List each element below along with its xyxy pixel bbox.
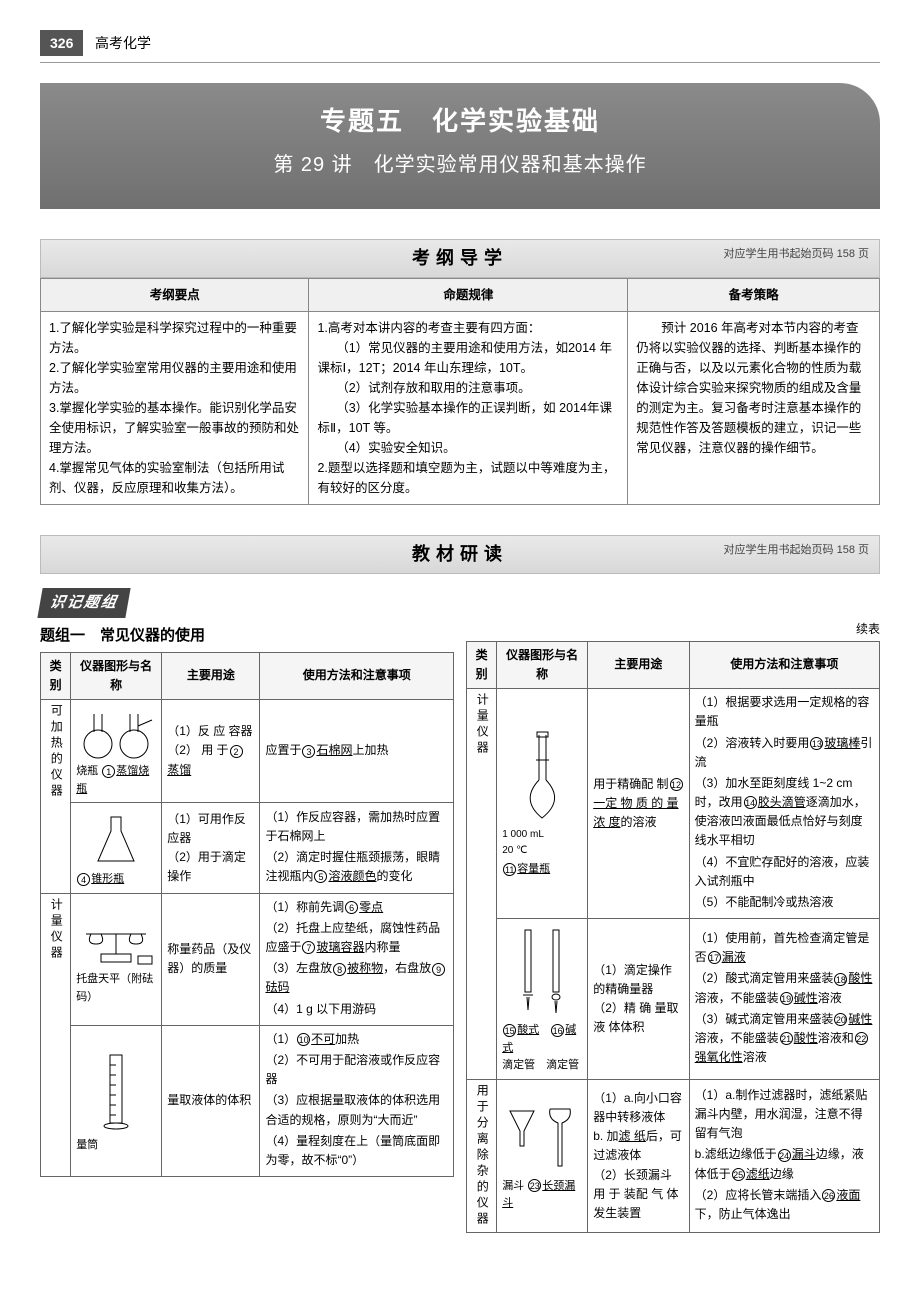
erlenmeyer-cell: 4锥形瓶 [71,803,162,894]
balance-cell: 托盘天平（附砝码） [71,893,162,1025]
outline-cell-1: 1.了解化学实验是科学探究过程中的一种重要方法。 2.了解化学实验室常用仪器的主… [41,311,309,504]
cylinder-notes: （1）10不可加热 （2）不可用于配溶液或作反应容器 （3）应根据量取液体的体积… [260,1025,454,1176]
volumetric-notes: （1）根据要求选用一定规格的容量瓶 （2）溶液转入时要用13玻璃棒引流 （3）加… [689,689,879,919]
outline-cell-3: 预计 2016 年高考对本节内容的考查仍将以实验仪器的选择、判断基本操作的正确与… [628,311,880,504]
cat-measure-l: 计量仪器 [41,893,71,1176]
instrument-table-left: 类别 仪器图形与名称 主要用途 使用方法和注意事项 可加热的仪器 烧瓶 1蒸馏烧… [40,652,454,1178]
page-header: 326 高考化学 [40,0,880,63]
topic-title: 专题五 化学实验基础 [40,101,880,143]
lecture-title: 第 29 讲 化学实验常用仪器和基本操作 [40,149,880,181]
page-number: 326 [40,30,83,56]
burette-cell: 15酸式 16碱式 滴定管 滴定管 [497,919,588,1080]
th-name-r: 仪器图形与名称 [497,641,588,688]
outline-section-bar: 考纲导学 对应学生用书起始页码 158 页 [40,239,880,278]
outline-bar-text: 考纲导学 [412,248,508,268]
outline-th-1: 考纲要点 [41,278,309,311]
burette-notes: （1）使用前，首先检查滴定管是否17漏液 （2）酸式滴定管用来盛装18酸性溶液，… [689,919,879,1080]
th-cat-r: 类别 [467,641,497,688]
burette-use: （1）滴定操作的精确量器 （2）精 确 量取 液 体体积 [588,919,689,1080]
outline-th-3: 备考策略 [628,278,880,311]
volumetric-use: 用于精确配 制12一定 物 质 的 量 浓 度的溶液 [588,689,689,919]
outline-page-note: 对应学生用书起始页码 158 页 [724,246,869,264]
outline-th-2: 命题规律 [309,278,628,311]
funnel-cell: 漏斗 23长颈漏斗 [497,1079,588,1232]
erlenmeyer-use: （1）可用作反应器 （2）用于滴定操作 [162,803,260,894]
th-use-r: 主要用途 [588,641,689,688]
funnel-use: （1）a.向小口容器中转移液体 b. 加滤 纸后，可过滤液体 （2）长颈漏斗 用… [588,1079,689,1232]
th-notes: 使用方法和注意事项 [260,652,454,699]
flask-use: （1）反 应 容器 （2） 用 于2蒸馏 [162,699,260,802]
right-column: 续表 类别 仪器图形与名称 主要用途 使用方法和注意事项 计量仪器 [466,620,880,1233]
outline-cell-2: 1.高考对本讲内容的考查主要有四方面： （1）常见仪器的主要用途和使用方法，如2… [309,311,628,504]
volumetric-cell: 1 000 mL 20 ℃ 11容量瓶 [497,689,588,919]
th-notes-r: 使用方法和注意事项 [689,641,879,688]
funnel-notes: （1）a.制作过滤器时，滤纸紧贴漏斗内壁，用水润湿，注意不得留有气泡 b.滤纸边… [689,1079,879,1232]
erlenmeyer-icon [86,809,146,869]
balance-notes: （1）称前先调6零点 （2）托盘上应垫纸，腐蚀性药品应盛于7玻璃容器内称量 （3… [260,893,454,1025]
flask-cell: 烧瓶 1蒸馏烧瓶 [71,699,162,802]
study-section-bar: 教材研读 对应学生用书起始页码 158 页 [40,535,880,574]
th-use: 主要用途 [162,652,260,699]
cylinder-icon [96,1050,136,1135]
cat-heatable: 可加热的仪器 [41,699,71,893]
instrument-table-right: 类别 仪器图形与名称 主要用途 使用方法和注意事项 计量仪器 1 000 mL … [466,641,880,1233]
cylinder-cell: 量筒 [71,1025,162,1176]
group-title: 题组一 常见仪器的使用 [40,624,454,648]
volumetric-flask-icon [515,730,570,825]
round-flask-icon [76,706,156,761]
outline-table: 考纲要点 命题规律 备考策略 1.了解化学实验是科学探究过程中的一种重要方法。 … [40,278,880,505]
study-page-note: 对应学生用书起始页码 158 页 [724,542,869,560]
erlenmeyer-notes: （1）作反应容器，需加热时应置于石棉网上 （2）滴定时握住瓶颈振荡，眼睛注视瓶内… [260,803,454,894]
cat-measure-r: 计量仪器 [467,689,497,1080]
th-name: 仪器图形与名称 [71,652,162,699]
memo-tag: 识记题组 [37,588,130,618]
cat-separation: 用于分离除杂的仪器 [467,1079,497,1232]
balance-use: 称量药品（及仪器）的质量 [162,893,260,1025]
study-bar-text: 教材研读 [412,544,508,564]
cylinder-use: 量取液体的体积 [162,1025,260,1176]
balance-icon [76,914,156,969]
page-subject: 高考化学 [95,35,151,51]
funnel-icon [502,1101,582,1176]
flask-notes: 应置于3石棉网上加热 [260,699,454,802]
left-column: 题组一 常见仪器的使用 类别 仪器图形与名称 主要用途 使用方法和注意事项 可加… [40,620,454,1233]
burette-icon [507,925,577,1020]
title-banner: 专题五 化学实验基础 第 29 讲 化学实验常用仪器和基本操作 [40,83,880,209]
th-cat: 类别 [41,652,71,699]
continued-label: 续表 [466,620,880,639]
